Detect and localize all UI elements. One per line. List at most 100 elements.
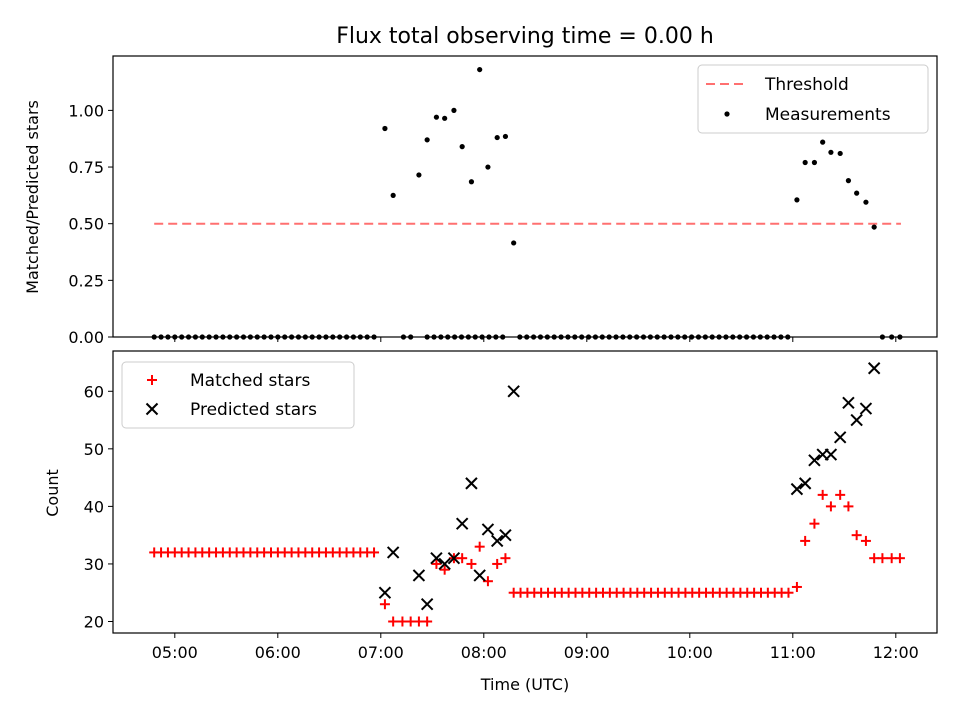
- matched-point: [422, 616, 433, 627]
- bottom-x-tick-label: 06:00: [255, 643, 301, 662]
- ratio-point: [477, 66, 483, 73]
- matched-point: [457, 553, 468, 564]
- legend-predicted-swatch: [145, 402, 159, 416]
- top-legend: Threshold Measurements: [697, 64, 929, 134]
- top-ylabel: Matched/Predicted stars: [23, 100, 42, 294]
- predicted-point: [499, 528, 512, 542]
- chart-title: Flux total observing time = 0.00 h: [336, 24, 714, 49]
- cross-b: [481, 523, 495, 536]
- predicted-point: [490, 534, 504, 548]
- cross-b: [507, 385, 520, 398]
- ratio-point: [433, 114, 440, 120]
- ratio-point: [820, 139, 826, 145]
- matched-point: [860, 535, 871, 546]
- cross-b: [859, 402, 873, 415]
- predicted-point: [842, 396, 855, 410]
- ratio-point: [511, 240, 517, 246]
- cross-b: [438, 557, 451, 571]
- bottom-x-tick-label: 09:00: [564, 643, 610, 662]
- top-y-tick-label: 0.25: [68, 271, 104, 290]
- cross-b: [808, 454, 821, 467]
- matched-point: [474, 541, 485, 552]
- matched-point: [379, 599, 390, 610]
- cross-b: [430, 551, 443, 565]
- cross-b: [499, 528, 512, 542]
- ratio-point: [854, 190, 860, 196]
- bottom-y-tick-label: 60: [84, 382, 104, 401]
- ratio-point: [459, 144, 465, 150]
- predicted-point: [867, 362, 881, 375]
- matched-point: [388, 616, 399, 627]
- predicted-point: [833, 431, 847, 444]
- ratio-point: [382, 125, 388, 132]
- bottom-x-tick-label: 12:00: [873, 643, 919, 662]
- bottom-x-tick-label: 11:00: [770, 643, 816, 662]
- predicted-point: [447, 551, 461, 565]
- bottom-y-ticks: 20 30 40 50 60: [84, 382, 113, 631]
- cross-b: [824, 448, 838, 461]
- top-y-tick-label: 0.50: [68, 215, 104, 234]
- top-y-tick-label: 0.75: [68, 158, 104, 177]
- predicted-points: [378, 362, 881, 611]
- top-y-tick-label: 0.00: [68, 328, 104, 347]
- predicted-point: [790, 482, 804, 496]
- cross-b: [386, 546, 400, 559]
- predicted-point: [850, 413, 863, 427]
- legend-predicted-marker: [145, 402, 159, 416]
- ratio-point: [502, 133, 509, 140]
- matched-point: [894, 553, 905, 564]
- cross-b: [473, 569, 486, 582]
- bottom-x-tick-label: 10:00: [667, 643, 713, 662]
- predicted-point: [378, 586, 392, 599]
- ratio-point: [416, 172, 422, 178]
- predicted-point: [798, 477, 812, 490]
- matched-point: [500, 553, 511, 564]
- ratio-point: [828, 149, 834, 155]
- ratio-point: [845, 178, 852, 184]
- predicted-point: [859, 402, 873, 415]
- bottom-x-tick-label: 05:00: [152, 643, 198, 662]
- bottom-y-tick-label: 40: [84, 497, 104, 516]
- matched-point: [851, 530, 862, 541]
- top-y-ticks: 0.00 0.25 0.50 0.75 1.00: [68, 101, 113, 347]
- legend-matched-swatch: [147, 375, 157, 385]
- matched-point: [369, 547, 380, 558]
- ratio-point: [451, 107, 457, 113]
- predicted-point: [473, 569, 486, 582]
- matched-point: [492, 558, 503, 569]
- cross-b: [850, 413, 863, 427]
- cross-b: [798, 477, 812, 490]
- legend-measurements-label: Measurements: [765, 105, 891, 125]
- cross-b: [867, 362, 881, 375]
- matched-point: [817, 489, 828, 500]
- bottom-xlabel: Time (UTC): [480, 675, 569, 694]
- ratio-point: [485, 164, 491, 170]
- bottom-x-tick-label: 08:00: [461, 643, 507, 662]
- top-x-ticks: [174, 337, 897, 342]
- predicted-point: [430, 551, 443, 565]
- ratio-point: [863, 199, 869, 205]
- predicted-point: [507, 385, 520, 398]
- ratio-point: [390, 192, 396, 198]
- cross-b: [790, 482, 804, 496]
- cross-b: [412, 569, 426, 582]
- ratio-point: [802, 159, 808, 166]
- ratio-point: [794, 197, 800, 203]
- bottom-x-ticks: 05:00 06:00 07:00 08:00 09:00 10:00 11:00 12:00: [152, 633, 919, 662]
- matched-point: [825, 501, 836, 512]
- matched-point: [466, 558, 477, 569]
- cross-b: [833, 431, 847, 444]
- legend-measurements-swatch: [724, 111, 730, 117]
- matched-point: [835, 489, 846, 500]
- ratio-points: [151, 66, 903, 340]
- cross-b: [455, 517, 469, 530]
- cross-b: [465, 477, 478, 490]
- ratio-point: [871, 224, 877, 230]
- legend-threshold-label: Threshold: [764, 75, 849, 95]
- matched-point: [783, 587, 794, 598]
- ratio-point: [494, 134, 500, 141]
- matched-point: [800, 535, 811, 546]
- predicted-point: [455, 517, 469, 530]
- matched-point: [843, 501, 854, 512]
